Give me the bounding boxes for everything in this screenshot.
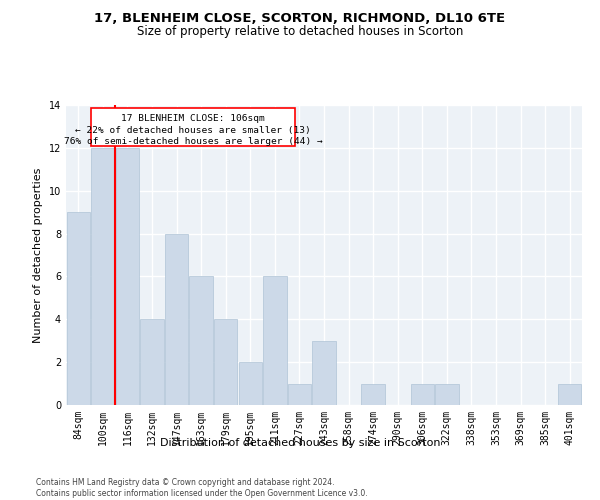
Y-axis label: Number of detached properties: Number of detached properties [33, 168, 43, 342]
Bar [313, 340, 335, 405]
Bar [165, 234, 188, 405]
Bar [91, 148, 115, 405]
Bar [361, 384, 385, 405]
Bar [263, 276, 287, 405]
Bar [410, 384, 434, 405]
Bar [116, 148, 139, 405]
Bar [140, 320, 164, 405]
FancyBboxPatch shape [91, 108, 295, 146]
Bar [288, 384, 311, 405]
Bar [67, 212, 90, 405]
Text: Contains HM Land Registry data © Crown copyright and database right 2024.
Contai: Contains HM Land Registry data © Crown c… [36, 478, 368, 498]
Text: 17 BLENHEIM CLOSE: 106sqm: 17 BLENHEIM CLOSE: 106sqm [121, 114, 265, 123]
Text: 76% of semi-detached houses are larger (44) →: 76% of semi-detached houses are larger (… [64, 138, 322, 146]
Bar [558, 384, 581, 405]
Text: 17, BLENHEIM CLOSE, SCORTON, RICHMOND, DL10 6TE: 17, BLENHEIM CLOSE, SCORTON, RICHMOND, D… [94, 12, 506, 26]
Text: Distribution of detached houses by size in Scorton: Distribution of detached houses by size … [160, 438, 440, 448]
Bar [190, 276, 213, 405]
Bar [435, 384, 458, 405]
Bar [214, 320, 238, 405]
Text: Size of property relative to detached houses in Scorton: Size of property relative to detached ho… [137, 25, 463, 38]
Text: ← 22% of detached houses are smaller (13): ← 22% of detached houses are smaller (13… [75, 126, 311, 135]
Bar [239, 362, 262, 405]
